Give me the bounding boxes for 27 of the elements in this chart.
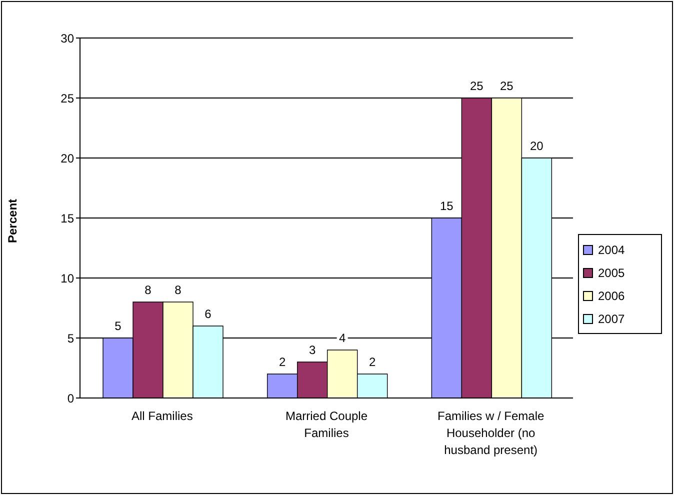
legend-label: 2007 — [598, 312, 625, 326]
y-axis-title: Percent — [5, 198, 20, 243]
data-label: 8 — [144, 283, 152, 297]
y-tick-label: 0 — [67, 391, 74, 406]
data-label: 15 — [440, 199, 454, 213]
data-label: 6 — [204, 307, 212, 321]
data-label: 5 — [114, 319, 122, 333]
legend-label: 2006 — [598, 288, 625, 302]
legend-label: 2005 — [598, 266, 625, 280]
y-tick-label: 5 — [67, 331, 74, 346]
data-label: 8 — [174, 283, 182, 297]
y-tick-label: 15 — [60, 211, 74, 226]
y-tick-label: 25 — [60, 91, 74, 106]
legend-label: 2004 — [598, 242, 625, 256]
x-tick-label: Families w / Female Householder (no husband present) — [437, 409, 545, 457]
x-tick-label: All Families — [131, 409, 193, 423]
x-tick-label: Married Couple Families — [285, 409, 368, 440]
data-label: 3 — [308, 343, 316, 357]
data-label: 20 — [530, 139, 544, 153]
data-label: 4 — [338, 331, 346, 345]
data-label: 2 — [278, 355, 286, 369]
data-label: 2 — [368, 355, 376, 369]
y-tick-label: 20 — [60, 151, 74, 166]
data-label: 25 — [500, 79, 514, 93]
y-tick-label: 30 — [60, 31, 74, 46]
y-tick-label: 10 — [60, 271, 74, 286]
data-label: 25 — [470, 79, 484, 93]
